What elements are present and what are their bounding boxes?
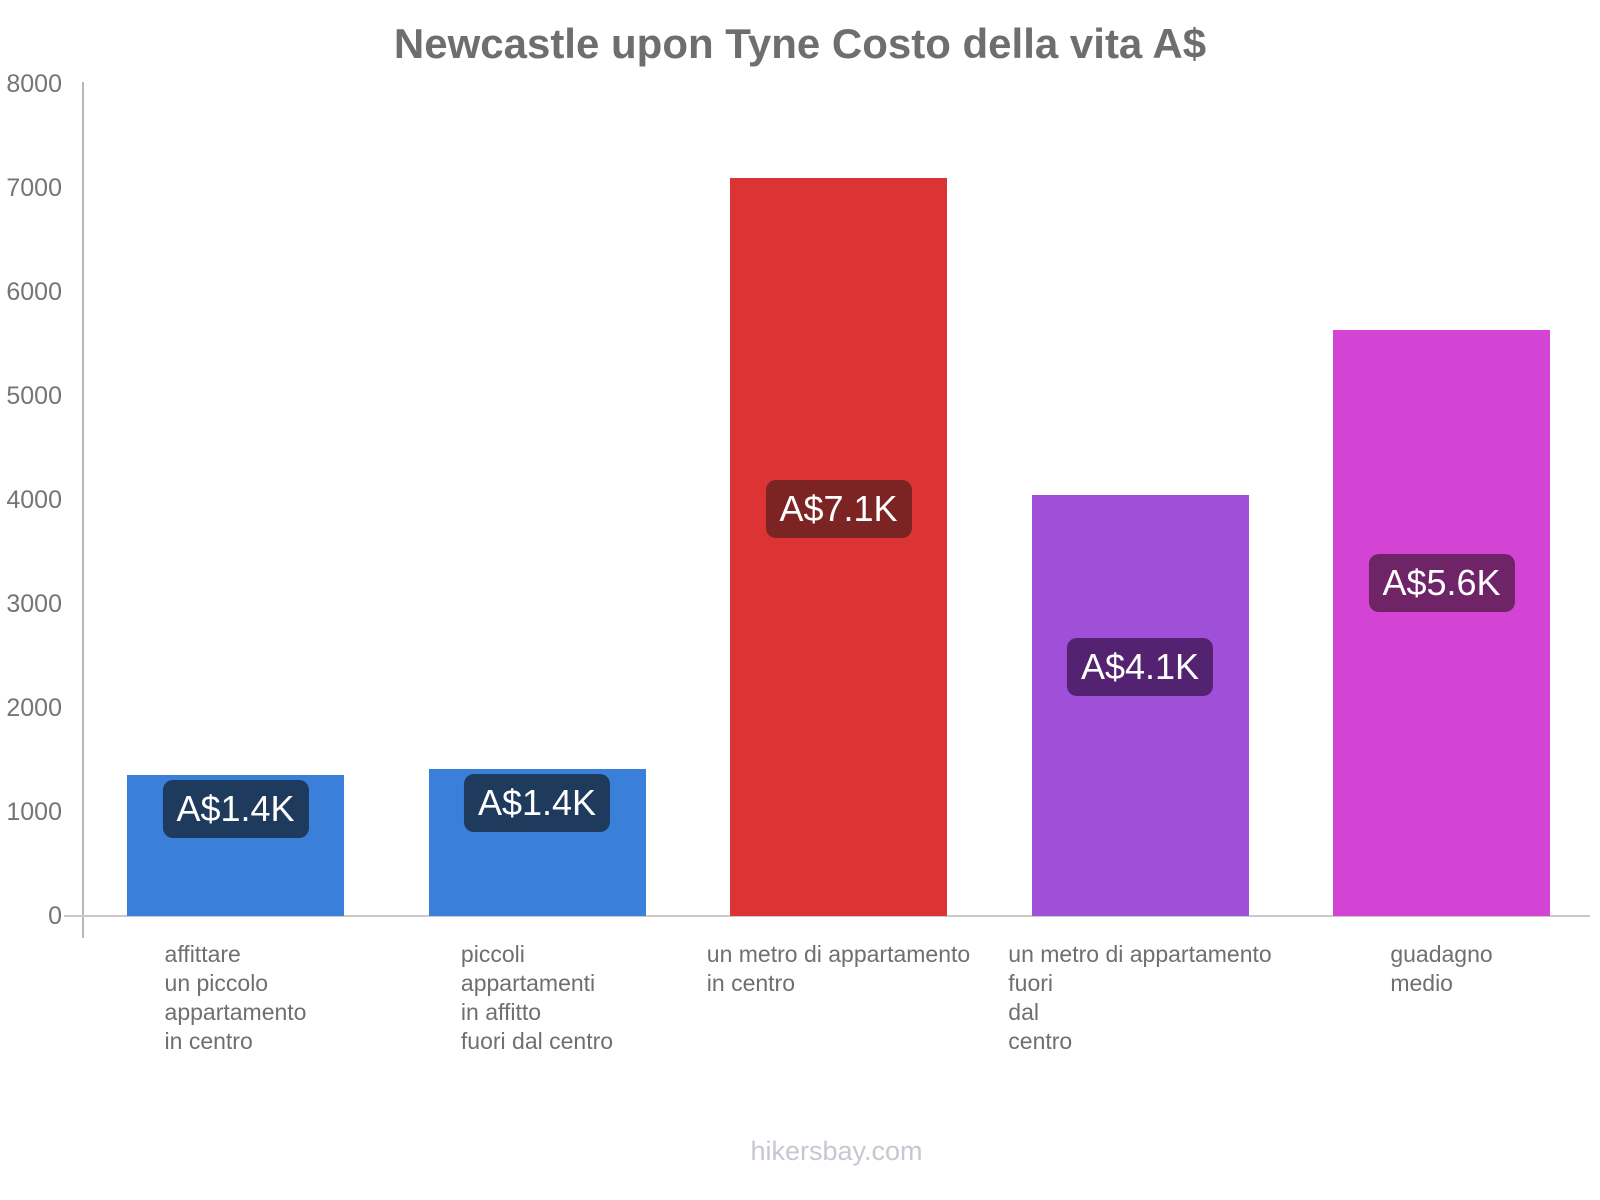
bar-4: A$5.6K [1333,330,1550,916]
category-label-text: affittare un piccolo appartamento in cen… [164,941,307,1054]
value-badge-2: A$7.1K [765,479,912,538]
value-badge-4: A$5.6K [1368,554,1515,613]
value-badge-3: A$4.1K [1066,637,1214,696]
watermark-text: hikersbay.com [750,1136,923,1166]
bar-2: A$7.1K [730,177,947,916]
category-label-2: un metro di appartamento in centro [669,940,1009,998]
bar-3: A$4.1K [1031,494,1249,916]
value-badge-0: A$1.4K [162,779,309,838]
category-label-4: guadagno medio [1272,940,1600,998]
y-tick-label: 1000 [6,798,62,826]
bar-0: A$1.4K [127,774,344,916]
category-label-text: piccoli appartamenti in affitto fuori da… [460,941,614,1054]
y-tick-label: 2000 [6,694,62,722]
category-label-0: affittare un piccolo appartamento in cen… [66,940,406,1056]
y-tick-label: 6000 [6,278,62,306]
y-tick-label: 8000 [6,70,62,98]
category-label-text: un metro di appartamento fuori dal centr… [1008,941,1272,1054]
category-label-text: un metro di appartamento in centro [706,941,971,996]
y-tick-label: 0 [48,902,62,930]
category-label-text: guadagno medio [1390,941,1493,996]
value-badge-1: A$1.4K [463,774,611,833]
y-tick-label: 5000 [6,382,62,410]
y-tick-label: 3000 [6,590,62,618]
chart-title: Newcastle upon Tyne Costo della vita A$ [393,20,1207,67]
category-label-1: piccoli appartamenti in affitto fuori da… [367,940,707,1056]
y-axis-line [82,82,84,938]
y-tick-label: 4000 [6,486,62,514]
category-label-3: un metro di appartamento fuori dal centr… [970,940,1310,1056]
bar-1: A$1.4K [428,769,646,916]
x-axis-line [64,915,1590,917]
y-tick-label: 7000 [6,174,62,202]
